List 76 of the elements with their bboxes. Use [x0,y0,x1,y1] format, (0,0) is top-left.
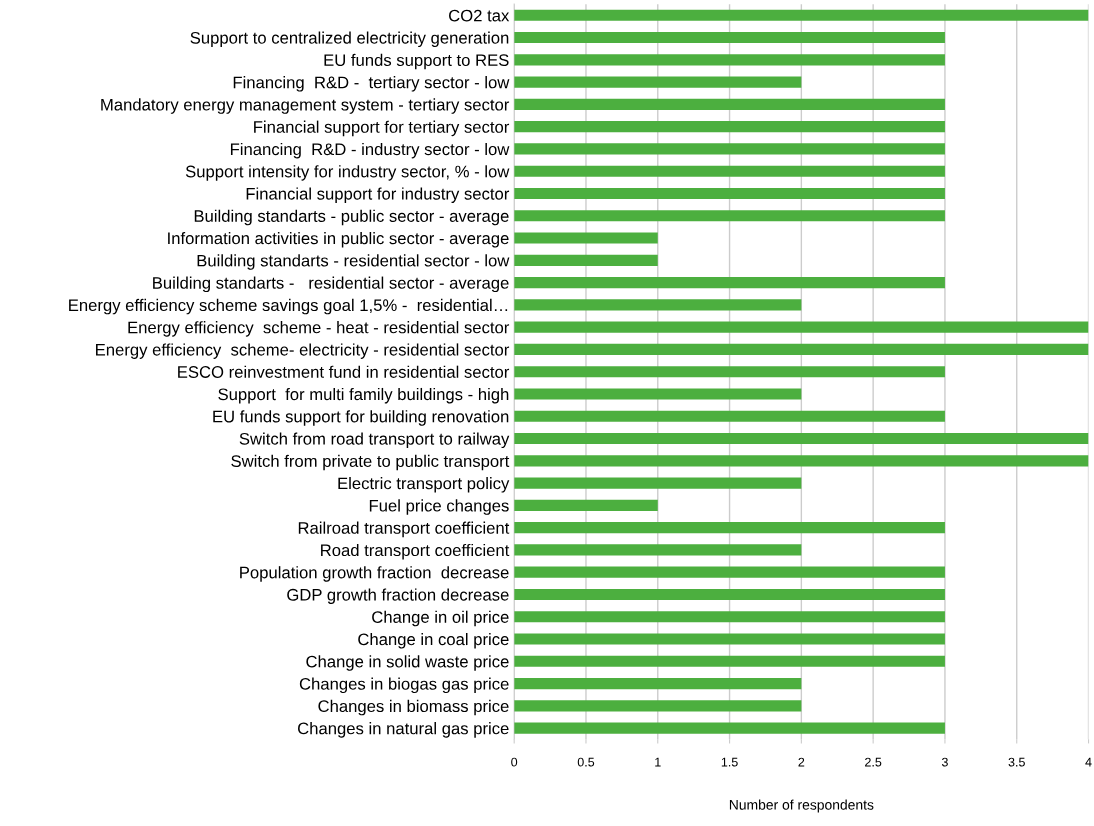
y-tick-label: Mandatory energy management system - tertiary sector [101,98,510,114]
y-tick-label: Support to centralized electricity generation [190,31,509,48]
x-tick-label: 1.5 [721,757,738,767]
y-tick-label: Fuel price changes [369,499,509,515]
x-tick-label: 1 [655,757,661,767]
x-tick-label: 0 [511,757,518,767]
bar [514,544,802,556]
y-tick-label: Changes in natural gas price [298,722,509,738]
bar [514,722,945,734]
bar [514,410,945,422]
y-tick-label: Electric transport policy [338,477,510,493]
y-tick-label: Energy efficiency scheme savings goal 1,5% - residential… [69,298,508,315]
y-tick-label: Changes in biomass price [318,699,509,716]
bar [514,499,658,511]
bar [514,432,1089,445]
y-tick-label: Support for multi family buildings - high [218,387,509,404]
y-tick-label: Building standarts - residential sector - average [153,276,509,293]
y-tick-label: Changes in biogas gas price [299,677,509,694]
bar [514,343,1089,355]
bar [514,254,658,266]
bar [514,165,945,177]
y-tick-label: Support intensity for industry sector, % - low [185,165,510,181]
y-tick-label: Switch from road transport to railway [239,432,510,449]
bar [514,522,945,534]
y-tick-label: Energy efficiency scheme- electricity - residential sector [96,343,510,359]
bar [514,232,658,244]
y-tick-label: Information activities in public sector - average [168,232,509,248]
bar [514,299,802,311]
x-tick-label: 4 [1085,757,1092,767]
bar [514,455,1089,467]
x-tick-label: 2 [798,757,805,767]
bar [514,388,802,400]
y-tick-label: Change in oil price [372,610,509,627]
x-tick-label: 3 [941,757,948,767]
bar [514,143,945,155]
y-tick-label: Building standarts - public sector - average [194,209,509,226]
y-tick-label: Switch from private to public transport [231,454,510,471]
x-tick-label: 2.5 [865,757,882,767]
bar [514,588,945,601]
bar [514,366,945,378]
y-tick-label: Change in solid waste price [306,655,509,671]
x-axis-title: Number of respondents [729,799,874,813]
bar [514,76,802,88]
y-tick-label: Road transport coefficient [321,543,510,560]
x-tick-label: 3.5 [1008,757,1025,767]
y-tick-label: Energy efficiency scheme - heat - residential sector [128,321,510,337]
bar [514,54,945,66]
y-tick-label: EU funds support for building renovation [213,410,509,426]
bar [514,611,945,623]
y-tick-label: EU funds support to RES [324,53,509,70]
y-tick-label: Building standarts - residential sector - low [197,254,510,270]
y-tick-label: Financing R&D - industry sector - low [230,142,510,159]
y-tick-label: Financing R&D - tertiary sector - low [233,76,510,92]
y-tick-label: GDP growth fraction decrease [287,588,509,604]
y-tick-label: Financial support for tertiary sector [254,120,510,137]
y-tick-label: CO2 tax [449,9,510,22]
x-tick-label: 0.5 [577,757,595,767]
bar [514,655,945,667]
bar [514,187,945,200]
y-tick-label: Railroad transport coefficient [298,521,510,538]
y-tick-label: Population growth fraction decrease [240,566,509,582]
bar [514,9,1089,21]
bar [514,121,945,133]
y-tick-label: Change in coal price [358,632,509,649]
bar [514,477,802,489]
bar [514,321,1089,333]
bar [514,31,945,44]
bar [514,566,945,578]
bar [514,700,802,712]
bar [514,633,945,645]
bar [514,98,945,110]
bar [514,678,802,690]
bar [514,210,945,222]
bar [514,277,945,289]
y-tick-label: ESCO reinvestment fund in residential sector [178,365,510,378]
y-tick-label: Financial support for industry sector [246,187,510,203]
